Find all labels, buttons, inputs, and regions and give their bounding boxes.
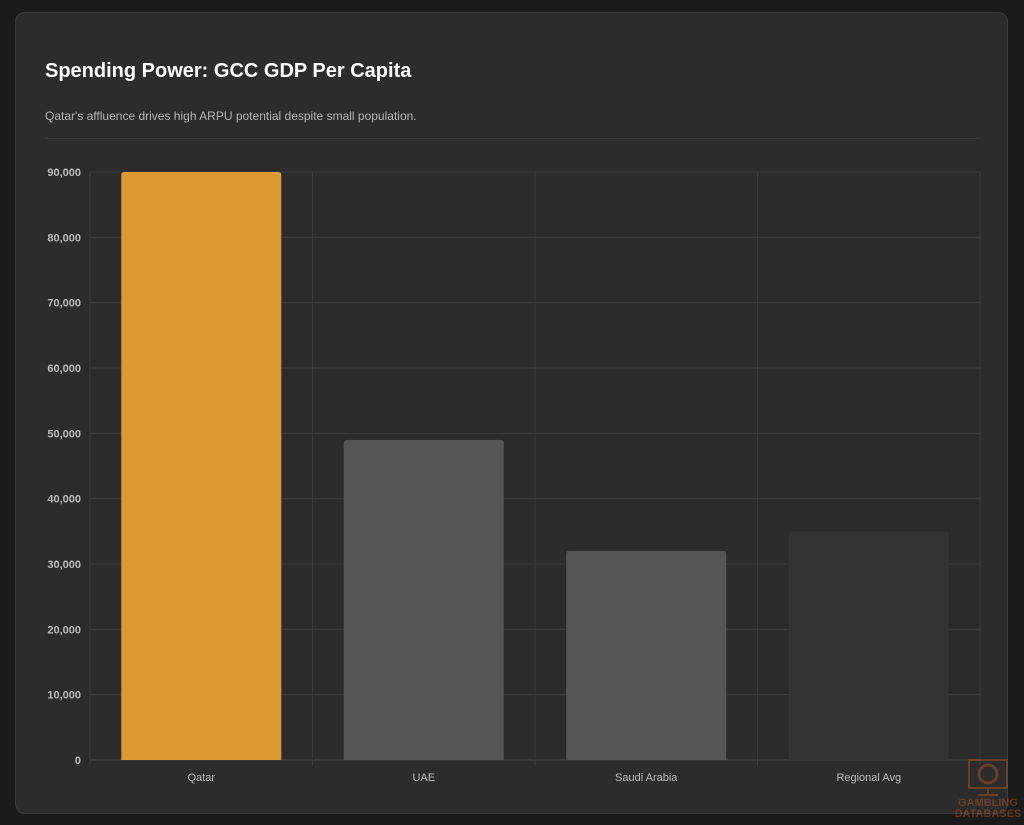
y-tick-label: 0 bbox=[75, 755, 81, 767]
y-tick-label: 10,000 bbox=[47, 690, 81, 702]
bar-uae bbox=[343, 439, 504, 760]
x-tick-label: Regional Avg bbox=[836, 772, 901, 784]
x-tick-label: Saudi Arabia bbox=[615, 772, 678, 784]
y-tick-label: 50,000 bbox=[47, 428, 81, 440]
chart-title: Spending Power: GCC GDP Per Capita bbox=[45, 60, 412, 82]
y-tick-label: 30,000 bbox=[47, 559, 81, 571]
divider bbox=[45, 138, 980, 139]
y-tick-label: 90,000 bbox=[47, 167, 81, 179]
y-tick-label: 80,000 bbox=[47, 232, 81, 244]
bar-saudi-arabia bbox=[566, 550, 727, 760]
y-tick-label: 40,000 bbox=[47, 494, 81, 506]
x-tick-label: Qatar bbox=[187, 772, 215, 784]
watermark-text: GAMBLING DATABASES bbox=[954, 797, 1022, 820]
y-tick-label: 70,000 bbox=[47, 298, 81, 310]
casino-chip-monitor-icon bbox=[968, 759, 1008, 796]
bar-regional-avg bbox=[788, 531, 949, 760]
x-tick-label: UAE bbox=[412, 772, 435, 784]
bar-qatar bbox=[121, 172, 282, 760]
watermark-logo: GAMBLING DATABASES bbox=[952, 758, 1024, 825]
y-tick-label: 20,000 bbox=[47, 624, 81, 636]
chart-subtitle: Qatar's affluence drives high ARPU poten… bbox=[45, 109, 417, 123]
y-tick-label: 60,000 bbox=[47, 363, 81, 375]
